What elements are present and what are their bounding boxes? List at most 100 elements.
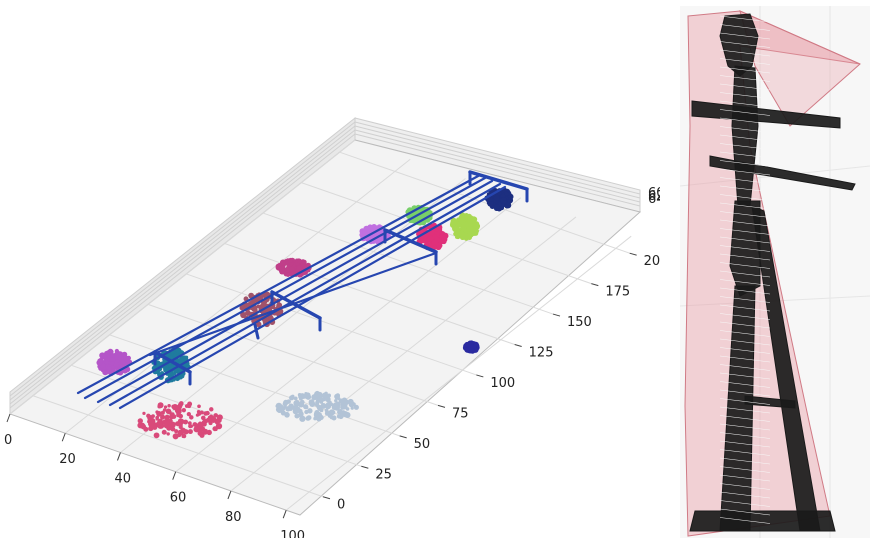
mesh-edge [719, 185, 771, 193]
point [296, 406, 301, 411]
point [187, 421, 192, 425]
mesh-edge [719, 338, 771, 346]
y-tick-label: 100 [490, 376, 515, 391]
point [202, 421, 207, 427]
point [161, 420, 167, 425]
wall-gridlines [9, 121, 641, 409]
y-tick-label: 175 [605, 285, 630, 300]
point [420, 239, 424, 243]
point [143, 426, 149, 432]
point [213, 427, 218, 432]
mesh-edge [719, 517, 771, 524]
point [327, 393, 332, 398]
x-tick-mark [117, 452, 121, 461]
point [163, 405, 168, 409]
point [207, 418, 212, 424]
point [439, 234, 445, 239]
point-cluster [462, 340, 480, 354]
y-tick-label: 75 [452, 406, 469, 421]
y-tick-mark [322, 496, 331, 500]
point [431, 239, 439, 246]
point [256, 304, 261, 309]
point [209, 407, 214, 412]
mesh-edge [719, 236, 771, 244]
point [186, 411, 192, 417]
point-cluster [137, 401, 223, 440]
point [494, 204, 500, 209]
point [270, 304, 276, 310]
mesh-edge [719, 92, 771, 99]
y-tick-label: 50 [414, 437, 431, 452]
y-tick-mark [552, 313, 561, 317]
point [334, 393, 340, 400]
point [320, 402, 327, 409]
point [184, 404, 189, 408]
point [113, 362, 119, 367]
point [137, 418, 143, 424]
point [304, 405, 309, 410]
crossarm [383, 228, 438, 254]
z-tick-label: 62 [648, 189, 660, 204]
point [429, 229, 435, 236]
point [318, 414, 324, 420]
point [110, 352, 115, 358]
x-tick-label: 0 [4, 433, 12, 448]
point [245, 310, 251, 316]
point [170, 412, 175, 417]
mesh-edge [719, 177, 771, 184]
point [194, 423, 199, 427]
mesh-edge [719, 245, 771, 252]
tower-base [689, 510, 836, 532]
point [156, 419, 163, 426]
point [306, 415, 312, 421]
y-tick-mark [476, 374, 484, 378]
point [299, 399, 305, 405]
mesh-edge [719, 262, 771, 269]
mesh-edge [719, 228, 771, 235]
mesh-edge [719, 500, 771, 507]
point [468, 226, 474, 232]
mesh-edge [719, 168, 771, 176]
mesh-edge [719, 160, 771, 167]
point [344, 412, 351, 419]
point [120, 359, 126, 365]
mesh-edge [719, 270, 771, 278]
mesh-edge [719, 321, 771, 329]
mesh-edge [719, 313, 771, 320]
point [488, 201, 494, 207]
point [160, 410, 165, 415]
point [347, 398, 354, 405]
point [187, 429, 193, 435]
mesh-edge [719, 398, 771, 405]
point [172, 378, 176, 382]
point [474, 347, 478, 351]
crossarm [270, 290, 322, 320]
point [142, 411, 146, 416]
mesh-edge [719, 449, 771, 456]
point [314, 410, 320, 415]
y-tick-mark [514, 344, 522, 347]
point [110, 361, 115, 366]
point [502, 199, 507, 204]
mesh-edge [719, 109, 771, 116]
point [453, 232, 457, 236]
mesh-edge [719, 211, 771, 218]
y-tick-mark [629, 252, 637, 256]
mesh-edge [719, 440, 771, 448]
x-tick-mark [227, 490, 232, 500]
point [340, 404, 346, 410]
mesh-edge [719, 253, 771, 261]
point [307, 408, 313, 414]
point [473, 342, 478, 347]
point [166, 432, 170, 436]
crossarm [153, 350, 192, 374]
mesh-edge [719, 432, 771, 439]
point [493, 194, 500, 201]
point [165, 408, 172, 415]
point [160, 414, 166, 420]
point [199, 424, 204, 429]
mesh-edge [719, 423, 771, 431]
point [507, 199, 511, 204]
cable-line [108, 182, 502, 407]
mesh-edge [719, 24, 771, 31]
